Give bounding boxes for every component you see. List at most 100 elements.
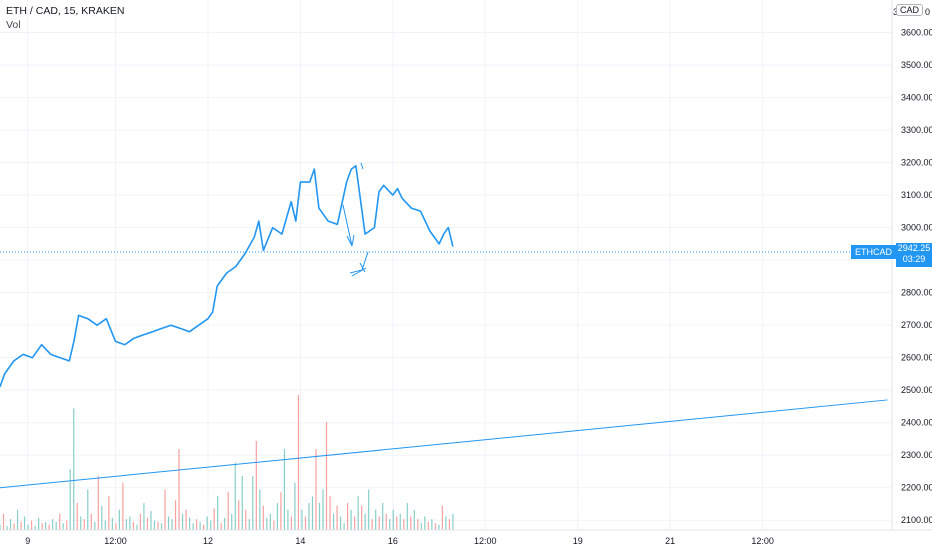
- y-tick-label: 3200.00: [901, 158, 932, 168]
- volume-bar: [318, 503, 321, 530]
- volume-bar: [269, 513, 271, 530]
- volume-bar: [206, 516, 208, 530]
- volume-bar: [118, 509, 120, 530]
- volume-bar: [396, 516, 398, 530]
- volume-bar: [382, 503, 384, 530]
- symbol-tag: ETHCAD: [850, 245, 896, 259]
- volume-bar: [164, 489, 166, 530]
- volume-bar: [136, 524, 138, 530]
- volume-bar: [139, 513, 142, 530]
- volume-bar: [129, 516, 131, 530]
- price-axis-ticks: 2100.00 2200.00 2300.00 2400.00 2500.00 2600.…: [901, 28, 932, 526]
- volume-bar: [157, 521, 159, 530]
- volume-bar: [346, 503, 349, 530]
- volume-bar: [16, 509, 19, 530]
- volume-bar: [199, 521, 201, 530]
- volume-bar: [308, 503, 310, 530]
- volume-bar: [30, 520, 33, 530]
- y-tick-label: 2700.00: [901, 320, 932, 330]
- volume-bar: [13, 523, 15, 530]
- volume-bar: [146, 517, 149, 530]
- volume-bar: [210, 520, 212, 530]
- volume-bar: [83, 519, 85, 530]
- volume-bar: [357, 496, 359, 530]
- x-tick-label: 19: [573, 536, 583, 546]
- volume-bar: [111, 517, 113, 530]
- volume-bar: [410, 516, 412, 530]
- x-tick-label: 12:00: [104, 536, 127, 546]
- volume-bar: [27, 524, 29, 530]
- volume-bar: [132, 521, 135, 530]
- drawing-arrow-stroke: [342, 204, 355, 247]
- volume-bar: [350, 509, 352, 530]
- drawing-tick-stroke: [360, 162, 364, 170]
- volume-bar: [354, 516, 356, 530]
- volume-bar: [276, 503, 278, 530]
- volume-bar: [325, 422, 328, 530]
- volume-bar: [188, 517, 191, 530]
- volume-bar: [339, 516, 342, 530]
- volume-bar: [34, 525, 36, 530]
- volume-bar: [259, 489, 261, 530]
- y-tick-label: 2100.00: [901, 515, 932, 525]
- volume-bar: [90, 513, 92, 530]
- y-tick-label: 3000.00: [901, 223, 932, 233]
- volume-bar: [213, 508, 215, 530]
- current-price: 2942.25: [897, 243, 931, 253]
- volume-bar: [304, 516, 307, 530]
- volume-bar: [220, 523, 222, 530]
- volume-bar: [174, 500, 177, 530]
- chart-title: ETH / CAD, 15, KRAKEN: [6, 5, 125, 17]
- x-tick-label: 9: [25, 536, 30, 546]
- volume-bar: [262, 505, 264, 530]
- volume-bar: [160, 523, 163, 530]
- volume-legend: Vol: [6, 19, 21, 31]
- volume-bar: [87, 489, 89, 530]
- volume-bar: [406, 503, 408, 530]
- x-tick-label: 21: [665, 536, 675, 546]
- volume-bar: [181, 513, 184, 530]
- volume-bar: [301, 509, 303, 530]
- y-tick-label: 2600.00: [901, 353, 932, 363]
- volume-bar: [375, 509, 377, 530]
- y-tick-label: 3400.00: [901, 93, 932, 103]
- volume-bar: [52, 519, 54, 530]
- volume-bar: [238, 500, 240, 530]
- volume-bar: [368, 489, 370, 530]
- volume-bar: [371, 519, 373, 530]
- volume-bar: [59, 513, 61, 530]
- trend-line: [0, 399, 888, 489]
- volume-bar: [125, 519, 127, 530]
- y-tick-label: 2300.00: [901, 450, 932, 460]
- volume-bar: [153, 520, 156, 530]
- volume-bar: [403, 519, 405, 530]
- y-tick-label: 3500.00: [901, 60, 932, 70]
- volume-bar: [143, 503, 145, 530]
- volume-bar: [115, 523, 117, 530]
- volume-bar: [192, 523, 194, 530]
- volume-bar: [424, 516, 426, 530]
- currency-badge[interactable]: CAD: [895, 4, 923, 16]
- volume-bar: [273, 520, 275, 530]
- volume-bar: [297, 395, 300, 530]
- volume-bar: [287, 509, 289, 530]
- y-tick-label: 3100.00: [901, 190, 932, 200]
- volume-bar: [389, 519, 391, 530]
- volume-bar: [108, 496, 110, 530]
- volume-bar: [45, 521, 47, 530]
- volume-bar: [322, 489, 324, 530]
- price-label: 2942.25 03:29: [896, 243, 932, 267]
- volume-bar: [332, 513, 335, 530]
- volume-bar: [73, 408, 75, 530]
- volume-bar: [431, 519, 433, 530]
- volume-bar: [0, 524, 1, 530]
- volume-bar: [185, 509, 187, 530]
- volume-bar: [413, 509, 415, 530]
- volume-bar: [266, 517, 268, 530]
- volume-bar: [241, 476, 243, 530]
- volume-bar: [438, 524, 440, 530]
- volume-bar: [399, 513, 401, 530]
- volume-bar: [94, 521, 96, 530]
- volume-bar: [294, 482, 296, 530]
